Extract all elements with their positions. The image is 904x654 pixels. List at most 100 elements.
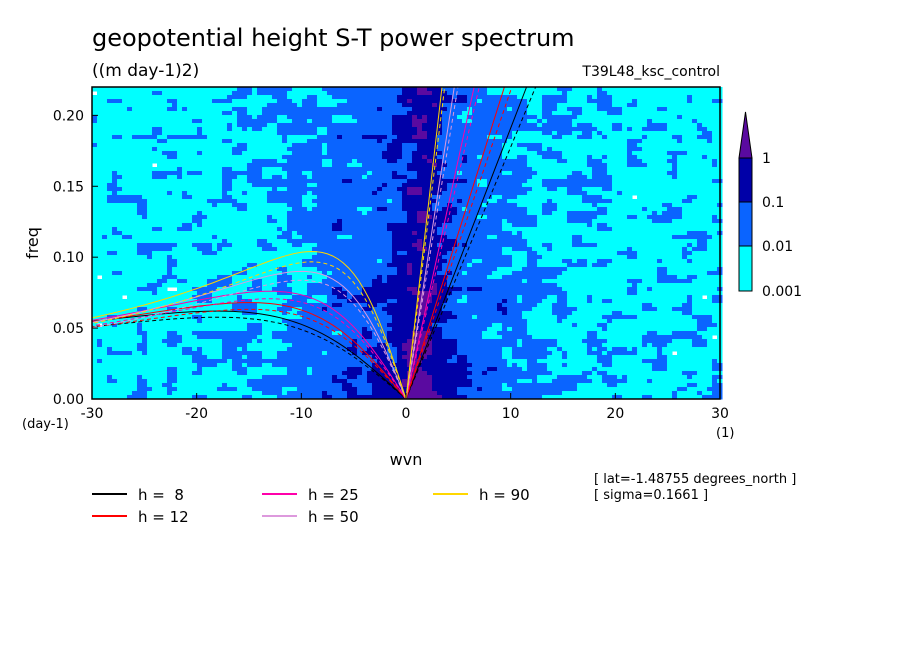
field-cell <box>287 307 293 312</box>
field-cell <box>207 107 213 112</box>
field-cell <box>147 255 153 260</box>
field-cell <box>262 227 268 232</box>
field-cell <box>212 175 218 180</box>
field-cell <box>197 215 203 220</box>
field-cell <box>92 371 98 376</box>
field-cell <box>307 247 313 252</box>
field-cell <box>312 379 318 384</box>
field-cell <box>352 151 358 156</box>
field-cell <box>407 291 413 296</box>
field-cell <box>207 343 213 348</box>
field-cell <box>317 359 323 364</box>
field-cell <box>252 323 258 328</box>
field-cell <box>307 275 313 280</box>
field-cell <box>162 331 168 336</box>
field-cell <box>237 311 243 316</box>
field-cell <box>257 239 263 244</box>
field-cell <box>392 103 398 108</box>
field-cell <box>112 87 118 92</box>
field-cell <box>257 235 263 240</box>
field-cell <box>377 215 383 220</box>
field-cell <box>322 371 328 376</box>
field-cell <box>277 119 283 124</box>
field-cell <box>357 375 363 380</box>
field-cell <box>227 139 233 144</box>
field-cell <box>197 311 203 316</box>
field-cell <box>362 235 368 240</box>
field-cell <box>387 339 393 344</box>
field-cell <box>167 223 173 228</box>
field-cell <box>377 271 383 276</box>
field-cell <box>147 315 153 320</box>
field-cell <box>362 255 368 260</box>
field-cell <box>302 243 308 248</box>
field-cell <box>397 163 403 168</box>
field-cell <box>277 259 283 264</box>
field-cell <box>337 243 343 248</box>
field-cell <box>382 379 388 384</box>
field-cell <box>242 195 248 200</box>
field-cell <box>372 159 378 164</box>
field-cell <box>317 319 323 324</box>
field-cell <box>227 343 233 348</box>
field-cell <box>192 347 198 352</box>
field-cell <box>287 223 293 228</box>
field-cell <box>327 351 333 356</box>
field-cell <box>117 383 123 388</box>
field-cell <box>247 199 253 204</box>
field-cell <box>227 115 233 120</box>
field-cell <box>367 375 373 380</box>
field-cell <box>402 127 408 132</box>
field-cell <box>362 115 368 120</box>
field-cell <box>122 379 128 384</box>
field-cell <box>167 335 173 340</box>
field-cell <box>342 379 348 384</box>
field-cell <box>357 215 363 220</box>
field-cell <box>352 311 358 316</box>
field-cell <box>247 195 253 200</box>
field-cell <box>207 203 213 208</box>
field-cell <box>407 119 413 124</box>
field-cell <box>137 199 143 204</box>
field-cell <box>292 351 298 356</box>
field-cell <box>107 287 113 292</box>
field-cell <box>367 347 373 352</box>
field-cell <box>367 243 373 248</box>
field-cell <box>92 391 98 396</box>
field-cell <box>362 307 368 312</box>
field-cell <box>102 231 108 236</box>
field-cell <box>307 159 313 164</box>
field-cell <box>247 159 253 164</box>
field-cell <box>197 223 203 228</box>
field-cell <box>157 263 163 268</box>
field-cell <box>287 163 293 168</box>
field-cell <box>177 355 183 360</box>
field-cell <box>162 87 168 92</box>
field-cell <box>347 327 353 332</box>
field-cell <box>167 99 173 104</box>
field-cell <box>302 135 308 140</box>
field-cell <box>292 347 298 352</box>
field-cell <box>122 203 128 208</box>
field-cell <box>137 163 143 168</box>
field-cell <box>152 91 158 96</box>
field-cell <box>352 367 358 372</box>
field-cell <box>282 199 288 204</box>
field-cell <box>187 279 193 284</box>
field-cell <box>302 311 308 316</box>
field-cell <box>402 119 408 124</box>
field-cell <box>322 339 328 344</box>
field-cell <box>357 167 363 172</box>
field-cell <box>237 239 243 244</box>
field-cell <box>372 339 378 344</box>
field-cell <box>327 335 333 340</box>
field-cell <box>162 199 168 204</box>
field-cell <box>367 259 373 264</box>
field-cell <box>182 235 188 240</box>
field-cell <box>107 151 113 156</box>
field-cell <box>207 151 213 156</box>
field-cell <box>207 99 213 104</box>
field-cell <box>322 119 328 124</box>
field-cell <box>402 251 408 256</box>
field-cell <box>347 143 353 148</box>
